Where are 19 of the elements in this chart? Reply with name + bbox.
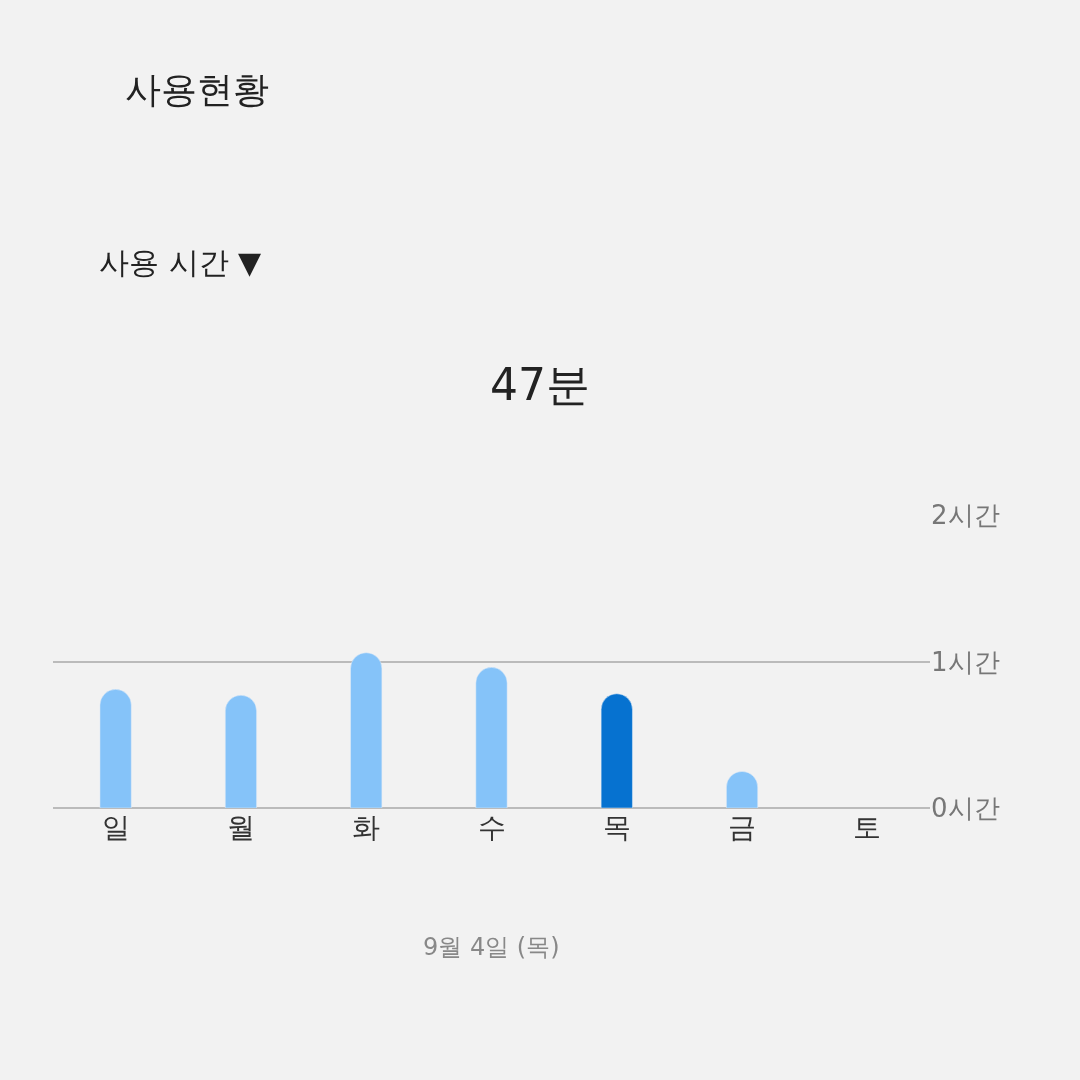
y-tick-label: 1시간: [931, 646, 1000, 677]
bar: [225, 694, 257, 808]
bar: [350, 652, 383, 808]
y-tick-label: 0시간: [931, 793, 1000, 824]
chart-title: 47분: [490, 359, 590, 411]
x-tick-label: 금: [728, 811, 757, 844]
bar: [475, 667, 508, 808]
text: 9월 4일 (목): [423, 933, 560, 961]
x-tick-label: 일: [101, 811, 130, 844]
bar: [99, 689, 132, 808]
y-tick-label: 2시간: [931, 500, 1000, 531]
x-tick-label: 목: [602, 811, 631, 844]
text: 사용현황: [125, 69, 269, 110]
bar: [600, 693, 633, 808]
x-tick-label: 토: [853, 811, 882, 844]
x-tick-label: 월: [226, 811, 255, 844]
x-tick-label: 수: [477, 811, 506, 844]
text: 사용 시간 ▼: [99, 245, 262, 280]
x-tick-label: 화: [352, 811, 381, 844]
